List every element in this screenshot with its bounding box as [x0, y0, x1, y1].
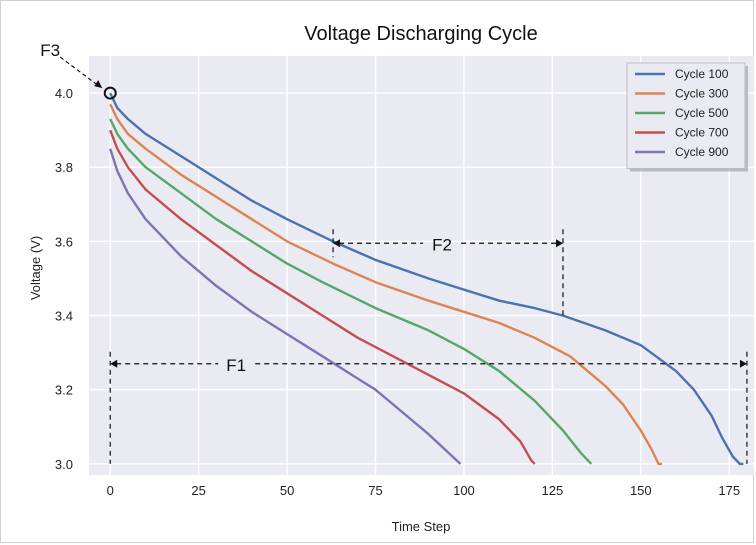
legend: Cycle 100 Cycle 300 Cycle 500 Cycle 700 Cycl…: [626, 62, 748, 172]
x-axis-label: Time Step: [392, 519, 451, 534]
series-line: [109, 129, 536, 465]
y-tick-label: 3.6: [55, 234, 73, 249]
x-tick-label: 50: [280, 483, 294, 498]
f1-label: F1: [226, 356, 246, 375]
f3-arrowhead: [94, 80, 103, 89]
y-tick-label: 3.2: [55, 383, 73, 398]
f1-arrowhead-right: [739, 359, 747, 368]
chart-title: Voltage Discharging Cycle: [304, 23, 537, 45]
f2-arrowhead-left: [333, 239, 341, 248]
series-line: [109, 118, 593, 465]
x-tick-label: 175: [718, 483, 740, 498]
f3-arrow: [59, 56, 101, 88]
tick-labels: 0 25 50 75 100 125 150 175 3.0 3.2 3.4 3.6 3.8 4.0: [55, 86, 740, 498]
legend-label: Cycle 100: [675, 67, 729, 81]
series-line: [109, 148, 462, 465]
y-tick-label: 3.0: [55, 457, 73, 472]
x-tick-label: 125: [542, 483, 564, 498]
x-tick-label: 25: [191, 483, 205, 498]
x-tick-label: 150: [630, 483, 652, 498]
f3-label: F3: [40, 41, 60, 60]
f2-label: F2: [432, 235, 452, 254]
x-tick-label: 75: [368, 483, 382, 498]
series-lines: [109, 92, 744, 466]
f3-marker: [103, 86, 117, 100]
y-tick-label: 4.0: [55, 86, 73, 101]
legend-label: Cycle 300: [675, 87, 729, 101]
legend-label: Cycle 700: [675, 126, 729, 140]
series-line: [109, 103, 662, 466]
y-axis-label: Voltage (V): [28, 236, 43, 300]
y-tick-label: 3.8: [55, 160, 73, 175]
legend-label: Cycle 500: [675, 106, 729, 120]
annotations: F1 F2 F3: [40, 41, 748, 464]
f2-arrowhead-right: [555, 239, 563, 248]
f1-arrowhead-left: [110, 359, 118, 368]
y-tick-label: 3.4: [55, 309, 73, 324]
x-tick-label: 100: [453, 483, 475, 498]
legend-label: Cycle 900: [675, 145, 729, 159]
series-line: [109, 92, 744, 466]
x-tick-label: 0: [107, 483, 114, 498]
